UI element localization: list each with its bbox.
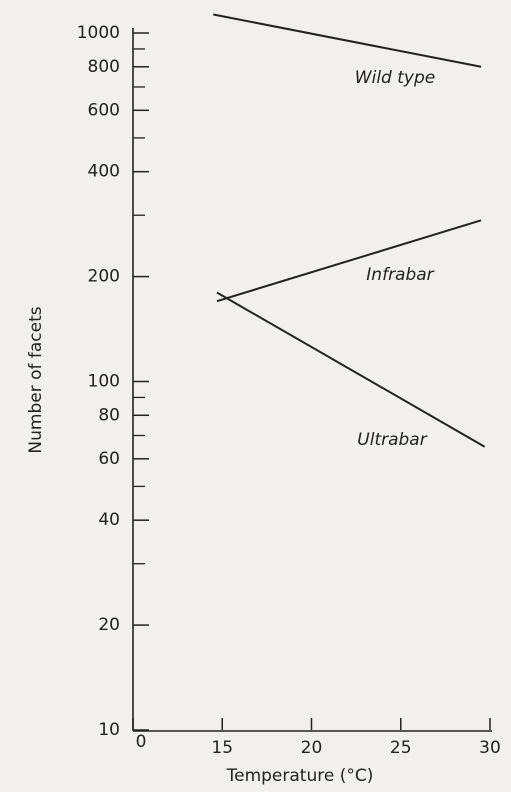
x-tick-label: 25 [390, 738, 412, 758]
y-tick-label: 400 [88, 162, 120, 182]
y-tick-label: 800 [88, 57, 120, 77]
x-axis-label: Temperature (°C) [226, 766, 374, 786]
y-axis-label: Number of facets [26, 306, 46, 453]
y-tick-label: 200 [88, 267, 120, 287]
x-tick-label: 15 [211, 738, 233, 758]
series-label: Wild type [355, 68, 435, 88]
line [216, 219, 482, 303]
line [216, 291, 486, 448]
y-tick-label: 60 [98, 449, 120, 469]
y-tick-label: 20 [98, 615, 120, 635]
y-tick-label: 100 [88, 372, 120, 392]
x-tick-label: 0 [136, 732, 147, 752]
series-label: Infrabar [366, 265, 434, 285]
y-tick-label: 80 [98, 405, 120, 425]
y-tick-label: 1000 [77, 23, 120, 43]
x-tick-label: 30 [479, 738, 501, 758]
y-tick-label: 600 [88, 100, 120, 120]
line [213, 13, 482, 68]
series-label: Ultrabar [357, 430, 427, 450]
x-tick-label: 20 [301, 738, 323, 758]
y-tick-label: 10 [98, 720, 120, 740]
y-tick-label: 40 [98, 510, 120, 530]
